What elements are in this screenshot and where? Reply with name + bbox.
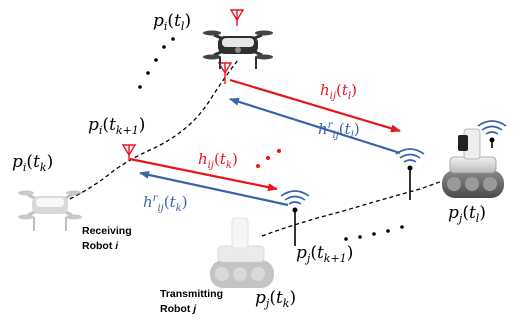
drone-icon — [203, 30, 273, 69]
wifi-signal-icon — [477, 120, 507, 148]
transmitter-trajectory-dots — [344, 225, 404, 241]
label-h-reverse-tk: hrij(tk) — [143, 193, 188, 214]
antenna-icon — [229, 9, 245, 26]
transmitter-trajectory — [261, 177, 452, 237]
label-pj-tk1: pj(tk+1) — [296, 243, 353, 265]
receiving-label-line2: Robot i — [82, 240, 119, 252]
antenna-icon — [121, 144, 137, 160]
label-pi-tk1: pi(tk+1) — [88, 115, 145, 137]
channel-dots — [256, 149, 281, 168]
label-pi-tl: pi(tl) — [153, 11, 191, 33]
label-h-forward-tl: hij(tl) — [320, 81, 357, 102]
wifi-signal-icon — [395, 148, 425, 200]
ground-robot-icon — [442, 128, 504, 198]
antenna-icon — [217, 62, 233, 84]
arrow-forward-tl — [229, 78, 401, 133]
arrow-reverse-tl — [229, 97, 401, 155]
label-pi-tk: pi(tk) — [12, 152, 53, 174]
label-pj-tl: pj(tl) — [448, 203, 486, 225]
receiving-label-line1: Receiving — [82, 225, 132, 237]
receiver-trajectory-dots — [138, 37, 175, 89]
wifi-signal-icon — [280, 190, 310, 246]
transmitting-label-line2: Robot j — [160, 303, 197, 315]
label-h-reverse-tl: hrij(tl) — [318, 120, 360, 141]
arrow-reverse-tk — [139, 170, 289, 207]
label-pj-tk: pj(tk) — [255, 288, 296, 310]
label-h-forward-tk: hij(tk) — [198, 150, 238, 171]
ground-robot-icon — [210, 217, 274, 288]
transmitting-label-line1: Transmitting — [160, 288, 223, 300]
drone-icon — [18, 190, 82, 231]
receiver-trajectory — [69, 59, 239, 200]
arrow-forward-tk — [129, 157, 278, 192]
